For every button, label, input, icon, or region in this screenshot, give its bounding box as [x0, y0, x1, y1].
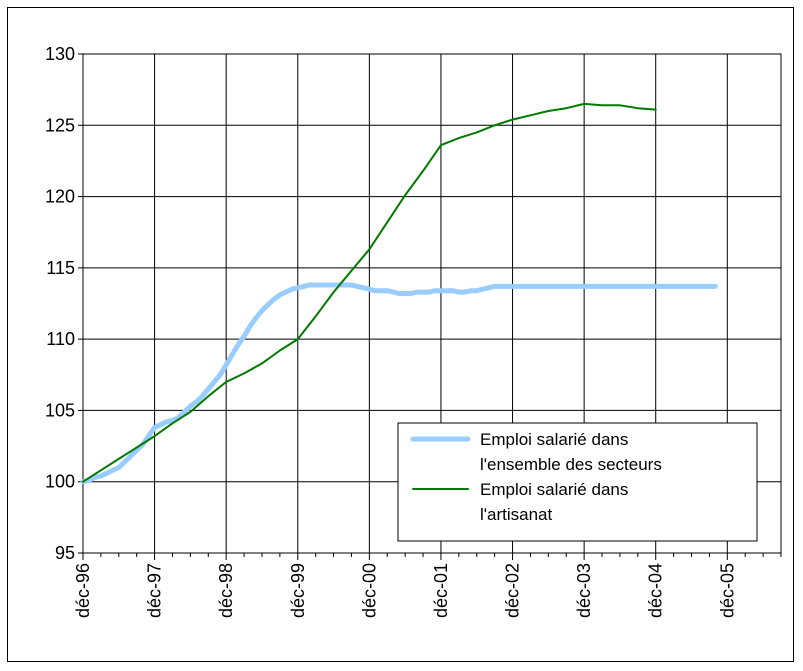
x-tick-label: déc-00	[359, 563, 379, 618]
series-lines	[80, 102, 718, 485]
legend-box	[397, 422, 758, 542]
legend-label: l'artisanat	[480, 505, 553, 524]
x-tick-label: déc-05	[717, 563, 737, 618]
x-tick-label: déc-04	[646, 563, 666, 618]
x-tick-label: déc-99	[288, 563, 308, 618]
x-tick-label: déc-98	[216, 563, 236, 618]
plot-border	[82, 53, 782, 554]
legend-label: Emploi salarié dans	[480, 480, 628, 499]
x-tick-label: déc-96	[73, 563, 93, 618]
legend: Emploi salarié dans l'ensemble des secteu…	[397, 422, 758, 542]
y-tick-label: 100	[45, 472, 75, 492]
y-tick-label: 105	[45, 400, 75, 420]
x-tick-label: déc-02	[503, 563, 523, 618]
legend-label: l'ensemble des secteurs	[480, 455, 662, 474]
y-tick-labels: 95 100 105 110 115 120 125 130	[45, 44, 75, 563]
series-line-2	[82, 102, 657, 483]
y-tick-label: 125	[45, 115, 75, 135]
y-tick-label: 95	[55, 543, 75, 563]
x-tick-label: déc-97	[145, 563, 165, 618]
y-tick-label: 115	[46, 258, 75, 278]
x-tick-label: déc-03	[574, 563, 594, 618]
x-tick-labels: déc-96 déc-97 déc-98 déc-99 déc-00 déc-01 déc-…	[73, 563, 737, 618]
x-tick-label: déc-01	[431, 563, 451, 618]
y-tick-label: 110	[46, 329, 75, 349]
series-line-1	[80, 282, 718, 485]
y-tick-label: 130	[45, 44, 75, 64]
y-tick-label: 120	[45, 187, 75, 207]
legend-label: Emploi salarié dans	[480, 430, 628, 449]
